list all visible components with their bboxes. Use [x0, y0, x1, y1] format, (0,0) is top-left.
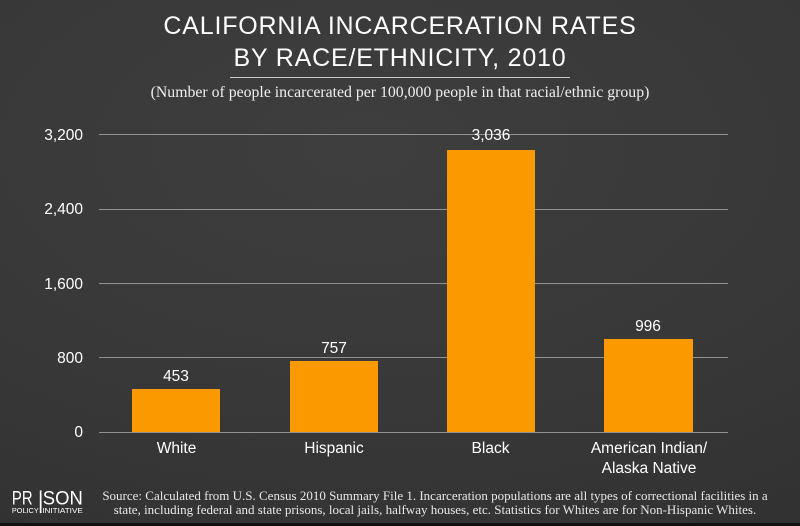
svg-text:INITIATIVE: INITIATIVE: [42, 506, 83, 515]
svg-text:PR: PR: [12, 488, 33, 509]
svg-text:POLICY: POLICY: [12, 506, 39, 515]
svg-text:SON: SON: [43, 488, 83, 509]
